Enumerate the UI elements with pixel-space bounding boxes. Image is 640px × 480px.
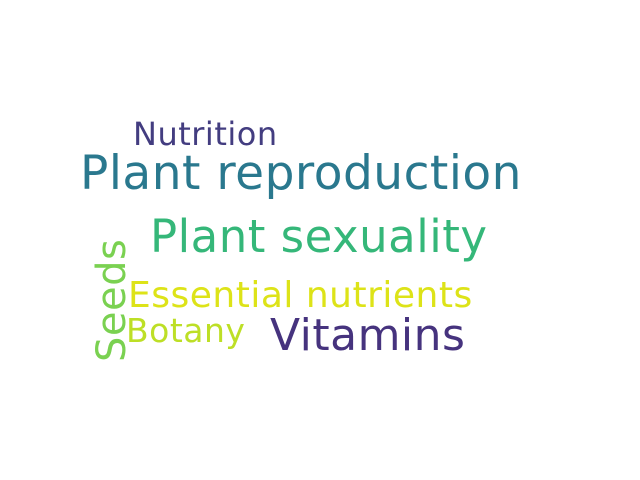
word-essential-nutrients: Essential nutrients bbox=[128, 275, 473, 316]
word-nutrition: Nutrition bbox=[133, 115, 278, 153]
word-vitamins: Vitamins bbox=[270, 310, 466, 361]
word-seeds: Seeds bbox=[89, 238, 135, 362]
word-botany: Botany bbox=[126, 311, 246, 350]
word-plant-sexuality: Plant sexuality bbox=[150, 210, 488, 263]
word-plant-reproduction: Plant reproduction bbox=[80, 146, 522, 201]
